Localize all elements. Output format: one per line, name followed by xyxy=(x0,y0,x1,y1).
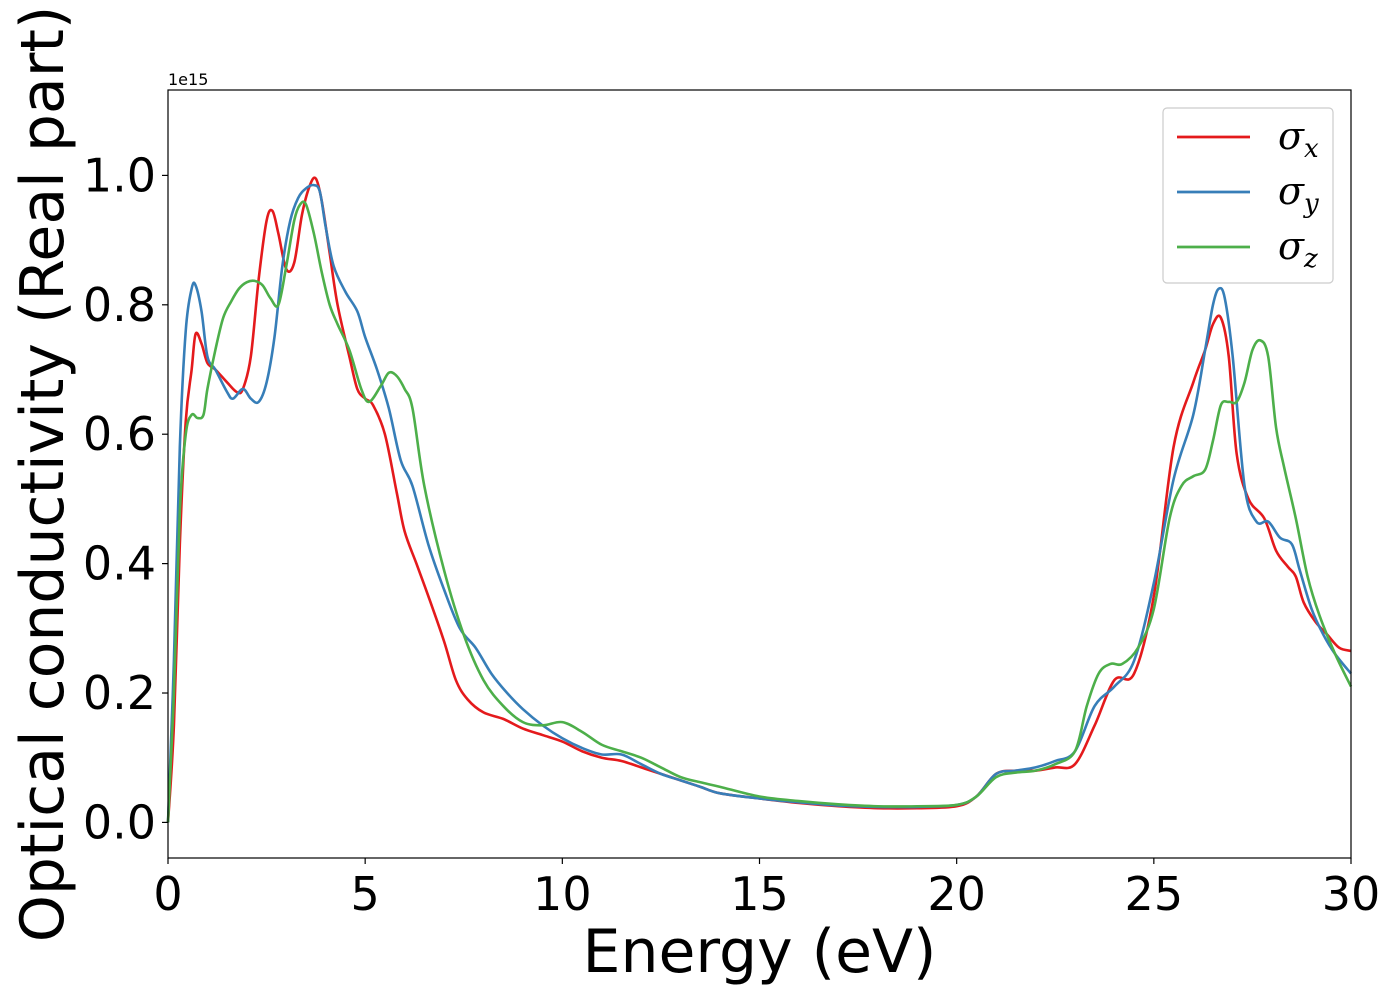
y-offset-label: 1e15 xyxy=(168,70,208,89)
x-tick-label: 20 xyxy=(927,867,986,921)
y-axis: 0.0 0.2 0.4 0.6 0.8 1.0 xyxy=(83,148,168,849)
x-axis: 0 5 10 15 20 25 30 xyxy=(153,858,1380,921)
y-axis-label: Optical conductivity (Real part) xyxy=(8,6,78,943)
x-tick-label: 30 xyxy=(1322,867,1381,921)
y-tick-label: 0.4 xyxy=(83,537,156,591)
y-tick-label: 0.6 xyxy=(83,407,156,461)
x-tick-label: 15 xyxy=(730,867,789,921)
x-tick-label: 5 xyxy=(351,867,380,921)
y-tick-label: 0.2 xyxy=(83,666,156,720)
x-tick-label: 10 xyxy=(533,867,592,921)
x-axis-label: Energy (eV) xyxy=(583,917,937,987)
series-line-y xyxy=(166,183,1353,823)
x-tick-label: 25 xyxy=(1125,867,1184,921)
x-tick-label: 0 xyxy=(153,867,182,921)
y-tick-label: 0.8 xyxy=(83,278,156,332)
y-tick-label: 1.0 xyxy=(83,148,156,202)
legend-box xyxy=(1162,107,1334,284)
legend-label-z: σz xyxy=(1278,224,1318,274)
legend-label-x: σx xyxy=(1278,114,1319,164)
series-layer xyxy=(166,176,1353,823)
series-line-z xyxy=(166,200,1353,823)
y-tick-label: 0.0 xyxy=(83,795,156,849)
legend-label-y: σy xyxy=(1278,169,1319,219)
